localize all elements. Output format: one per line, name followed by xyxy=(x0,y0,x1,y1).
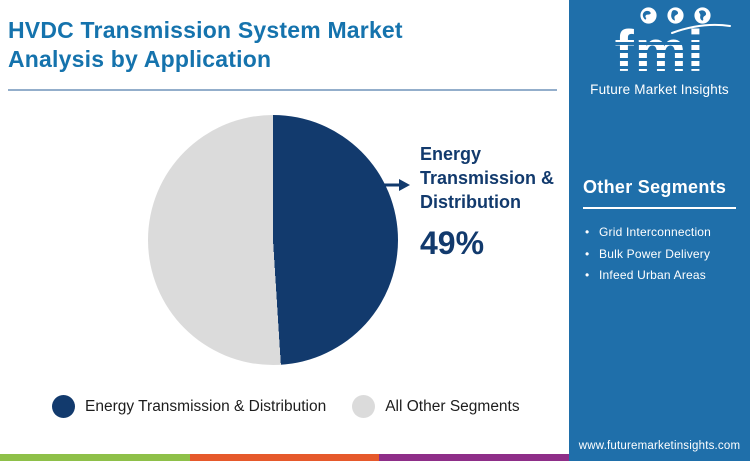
globe-europe-africa-icon xyxy=(667,7,684,29)
globes-row xyxy=(585,7,750,29)
other-segments-list: Grid Interconnection Bulk Power Delivery… xyxy=(583,222,736,287)
section-divider xyxy=(583,207,736,209)
other-segments-title: Other Segments xyxy=(583,177,727,197)
list-item: Bulk Power Delivery xyxy=(583,244,736,266)
callout-label: Energy Transmission & Distribution xyxy=(420,144,555,213)
callout-value: 49% xyxy=(420,225,485,262)
logo-stripes xyxy=(606,37,713,76)
legend-swatch-energy xyxy=(52,395,75,418)
legend-item: All Other Segments xyxy=(352,395,520,418)
page-title: HVDC Transmission System Market Analysis… xyxy=(8,17,403,73)
fmi-logo: fmi Future Market Insights xyxy=(569,7,750,97)
stripe-purple xyxy=(379,454,570,461)
logo-swoosh xyxy=(670,21,732,40)
globe-americas-icon xyxy=(640,7,657,29)
footer-stripe xyxy=(0,454,570,461)
other-segments-section: Other Segments Grid Interconnection Bulk… xyxy=(583,177,736,287)
legend-label: Energy Transmission & Distribution xyxy=(85,397,327,415)
sidebar: fmi Future Market Insights Other Segment… xyxy=(569,0,750,461)
list-item: Grid Interconnection xyxy=(583,222,736,244)
brand-name: Future Market Insights xyxy=(590,82,729,97)
callout-arrow-icon xyxy=(381,177,411,198)
stripe-orange xyxy=(189,454,380,461)
globe-asia-pacific-icon xyxy=(694,7,711,29)
pie-chart xyxy=(148,115,398,365)
legend-item: Energy Transmission & Distribution xyxy=(52,395,326,418)
legend: Energy Transmission & Distribution All O… xyxy=(52,395,520,418)
logo-text-wrap: fmi xyxy=(606,23,713,81)
website-link[interactable]: www.futuremarketinsights.com xyxy=(578,440,741,452)
legend-swatch-other xyxy=(352,395,376,418)
stripe-green xyxy=(0,454,190,461)
list-item: Infeed Urban Areas xyxy=(583,265,736,287)
callout: Energy Transmission & Distribution 49% xyxy=(420,142,595,262)
title-divider xyxy=(8,89,557,91)
legend-label: All Other Segments xyxy=(385,397,520,415)
